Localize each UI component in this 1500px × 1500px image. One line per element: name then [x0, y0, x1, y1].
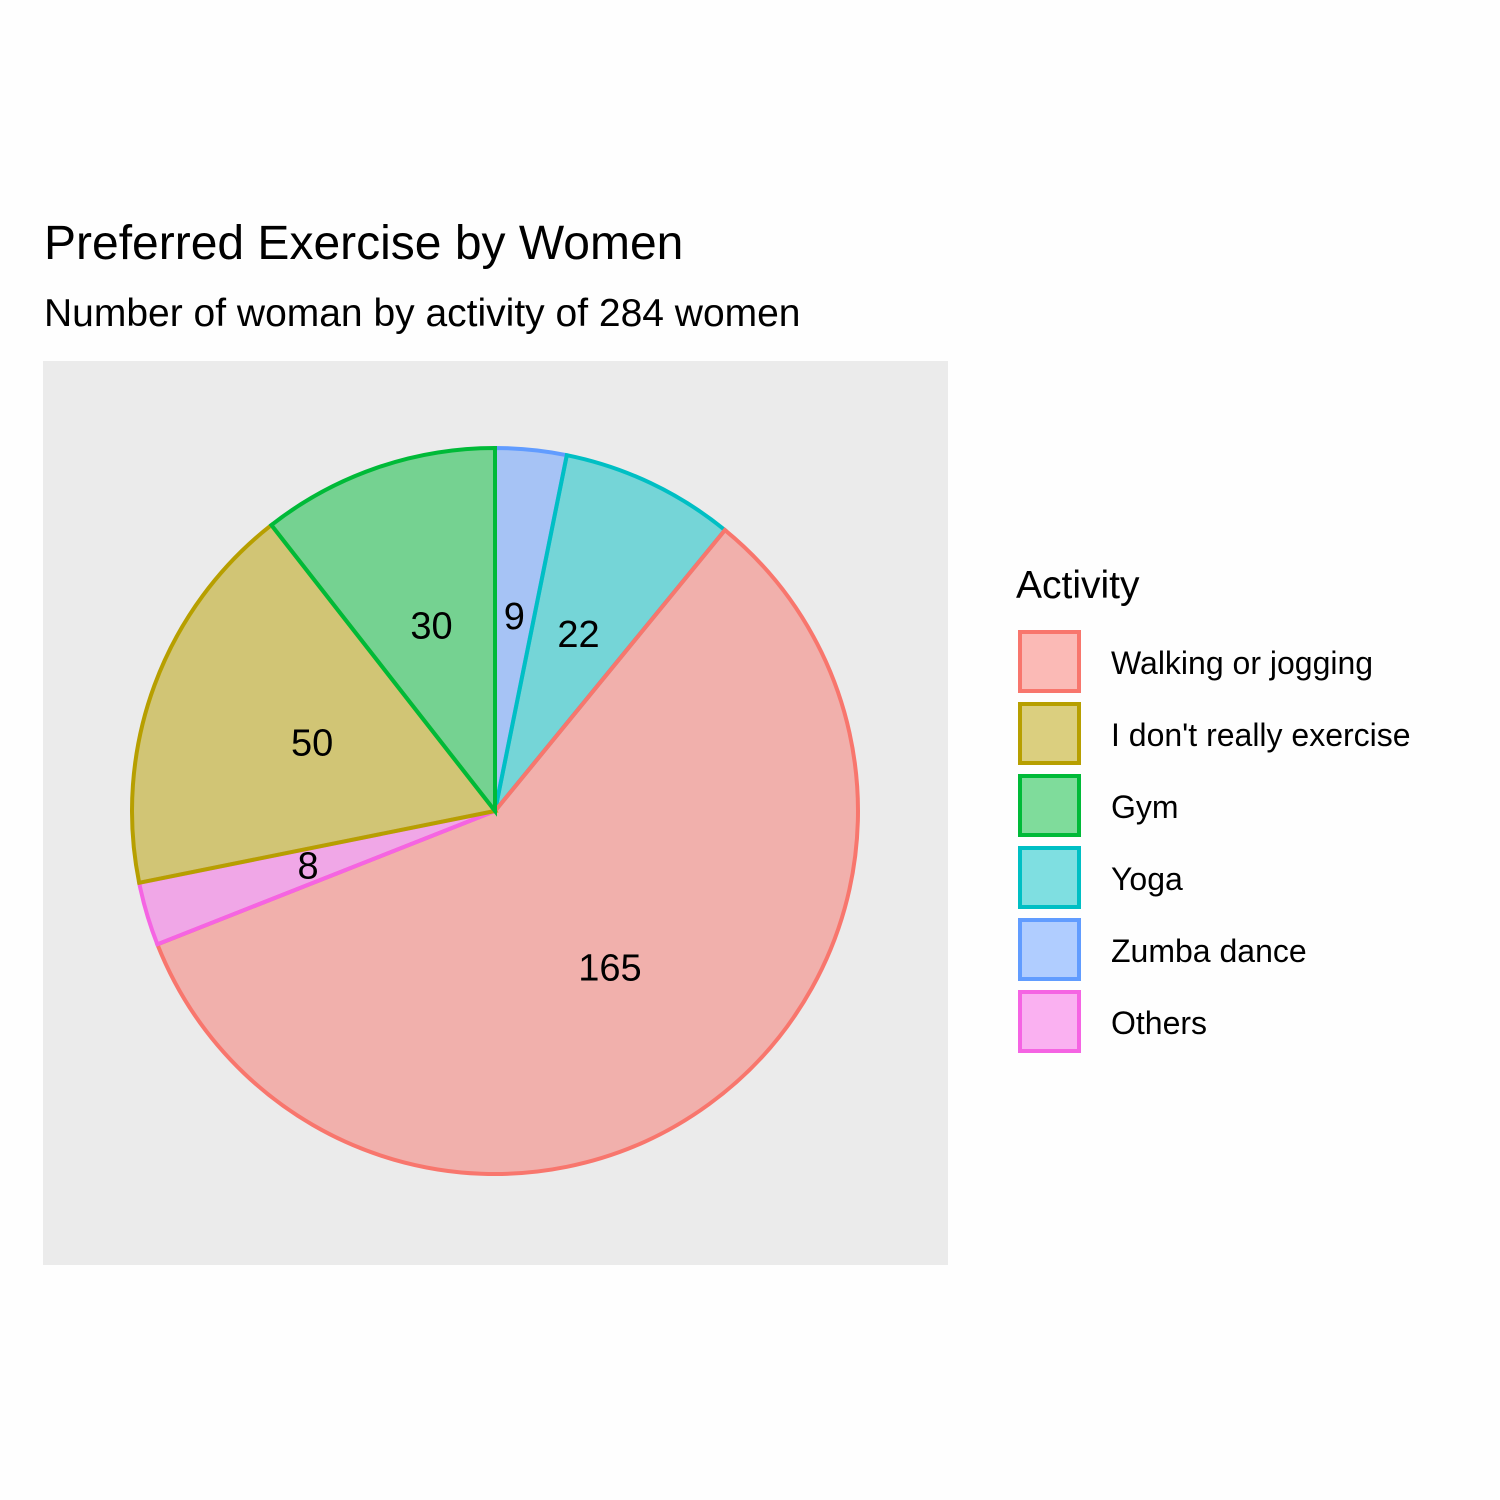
- chart-subtitle: Number of woman by activity of 284 women: [44, 292, 801, 335]
- legend-label-walking: Walking or jogging: [1111, 645, 1374, 681]
- slice-value-label-others: 8: [297, 845, 318, 887]
- slice-value-label-gym: 30: [410, 606, 452, 648]
- legend-item-others: Others: [1016, 990, 1207, 1062]
- legend-label-no-exercise: I don't really exercise: [1111, 717, 1411, 753]
- legend-item-gym: Gym: [1016, 774, 1179, 846]
- pie-slice-walking-or-jogging: [154, 527, 860, 1176]
- legend-label-gym: Gym: [1111, 789, 1179, 825]
- legend-item-no-exercise: I don't really exercise: [1016, 702, 1411, 774]
- legend-label-zumba: Zumba dance: [1111, 933, 1307, 969]
- pie-chart: 9 22 165 8 50 30: [130, 445, 860, 1176]
- legend-item-walking: Walking or jogging: [1016, 630, 1373, 702]
- legend-key-zumba: [1018, 918, 1081, 981]
- slice-value-label-yoga: 22: [557, 614, 599, 656]
- slice-value-label-walking-or-jogging: 165: [578, 948, 641, 990]
- legend-key-gym: [1018, 774, 1081, 837]
- pie-slice-i-don-t-really-exercise: [130, 522, 499, 886]
- pie-slice-yoga: [493, 452, 728, 813]
- legend-item-yoga: Yoga: [1016, 846, 1183, 918]
- slice-value-label-zumba-dance: 9: [504, 596, 525, 638]
- legend-title: Activity: [1016, 564, 1140, 607]
- legend-key-no-exercise: [1018, 702, 1081, 765]
- slice-value-label-i-don-t-really-exercise: 50: [291, 722, 333, 764]
- plot-panel: 9 22 165 8 50 30: [43, 361, 948, 1265]
- legend: Activity Walking or jogging I don't real…: [1016, 562, 1411, 1062]
- chart-title: Preferred Exercise by Women: [44, 217, 684, 270]
- legend-key-others: [1018, 990, 1081, 1053]
- legend-key-walking: [1018, 630, 1081, 693]
- legend-label-yoga: Yoga: [1111, 861, 1183, 897]
- legend-label-others: Others: [1111, 1005, 1208, 1041]
- legend-item-zumba: Zumba dance: [1016, 918, 1307, 990]
- legend-key-yoga: [1018, 846, 1081, 909]
- pie-slice-gym: [268, 445, 497, 817]
